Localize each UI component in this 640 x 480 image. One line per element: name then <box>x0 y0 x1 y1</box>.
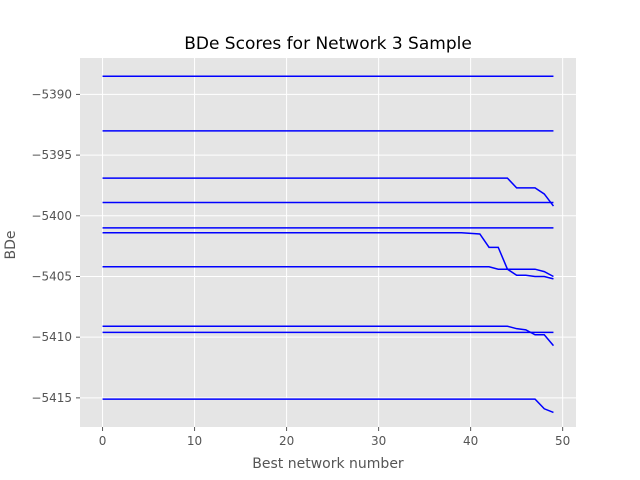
y-axis-label: BDe <box>3 231 19 260</box>
y-tick-label: −5390 <box>31 87 72 101</box>
y-tick-label: −5410 <box>31 330 72 344</box>
series-line-8 <box>102 325 555 347</box>
x-tick-label: 20 <box>279 434 294 448</box>
y-tick-label: −5415 <box>31 391 72 405</box>
series-line-3 <box>102 177 555 207</box>
series-line-7 <box>102 266 554 278</box>
chart-title: BDe Scores for Network 3 Sample <box>184 34 472 54</box>
y-tick-label: −5395 <box>31 148 72 162</box>
x-tick-label: 30 <box>371 434 386 448</box>
ticks: 0 10 20 30 40 50 −5390 −5395 −5400 −5405 −5410 −541… <box>31 87 570 448</box>
x-tick-label: 0 <box>99 434 107 448</box>
y-tick-label: −5400 <box>31 209 72 223</box>
y-tick-label: −5405 <box>31 269 72 283</box>
series-group <box>102 75 555 414</box>
x-tick-label: 40 <box>463 434 478 448</box>
x-axis-label: Best network number <box>252 456 404 472</box>
x-tick-label: 10 <box>187 434 202 448</box>
x-tick-label: 50 <box>555 434 570 448</box>
plot-background <box>80 58 576 427</box>
series-line-10 <box>102 398 554 414</box>
grid <box>80 58 576 427</box>
